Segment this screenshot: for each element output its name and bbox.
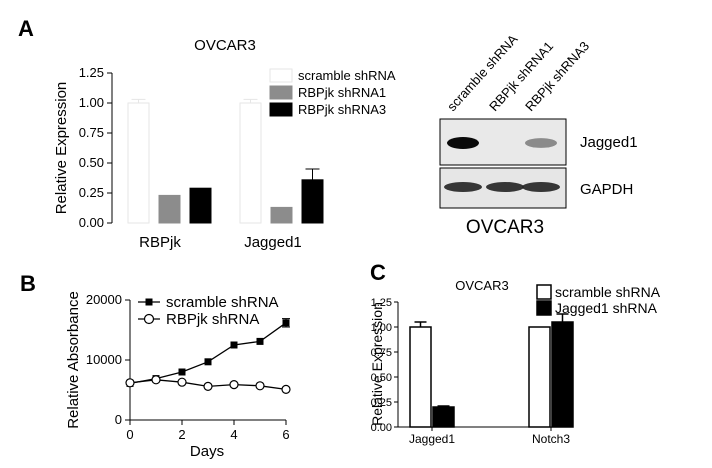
chart-a-y-tick-label: 0.25 [79,185,104,200]
chart-b-point [281,384,291,394]
chart-a-bar [270,206,293,224]
chart-a-legend-label: RBPjk shRNA3 [298,102,386,117]
chart-c-y-tick-label: 1.25 [371,297,392,309]
chart-b-x-tick-label: 4 [230,427,237,442]
chart-a-y-axis-label: Relative Expression [53,82,70,215]
panel-label-b: B [20,271,36,296]
blot-lane-label: RBPjk shRNA3 [522,38,592,114]
chart-c-legend-swatch [536,300,552,316]
chart-c-bar [551,321,574,428]
chart-b-point [177,377,187,387]
chart-a-y-tick-label: 1.00 [79,95,104,110]
chart-b-x-tick-label: 2 [178,427,185,442]
chart-b-point [178,368,186,376]
chart-a-bar [239,102,262,224]
chart-c-y-tick-label: 1.00 [371,322,392,334]
blot-band-jagged1 [447,137,479,149]
chart-b-y-axis-label: Relative Absorbance [65,291,82,429]
chart-a-y-tick-label: 0.50 [79,155,104,170]
chart-b-point [255,381,265,391]
chart-a-legend-swatch [269,68,293,83]
chart-c-y-tick-label: 0.00 [371,422,392,434]
chart-a-bar [301,179,324,224]
chart-b-point [151,375,161,385]
chart-c-legend-label: scramble shRNA [555,284,661,300]
chart-b-point [256,337,264,345]
chart-b-point [229,380,239,390]
chart-a-legend-label: RBPjk shRNA1 [298,85,386,100]
chart-b-x-tick-label: 6 [282,427,289,442]
chart-c-y-axis-label: Relative Expression [369,302,385,426]
blot-band-label-jagged1: Jagged1 [580,134,638,151]
chart-a-bar [127,102,150,224]
chart-c-bar [409,326,432,428]
chart-c-title: OVCAR3 [455,278,508,293]
blot-lane-label: scramble shRNA [444,31,521,114]
chart-a-legend-swatch [269,102,293,117]
chart-c-bar [528,326,551,428]
chart-a-bar [158,194,181,224]
chart-b-point [282,319,290,327]
blot-band-jagged1 [525,138,557,148]
chart-a-title: OVCAR3 [194,37,256,54]
chart-b-point [230,341,238,349]
chart-a-x-tick-label: RBPjk [139,234,181,251]
chart-c-y-tick-label: 0.25 [371,397,392,409]
chart-b-legend-marker [143,313,155,325]
chart-b-y-tick-label: 10000 [86,352,122,367]
blot-band-gapdh [444,182,482,192]
blot-band-gapdh [486,182,524,192]
chart-a-y-tick-label: 0.75 [79,125,104,140]
chart-c-y-tick-label: 0.75 [371,347,392,359]
chart-b-legend-marker [145,298,153,306]
chart-b-series-line [129,322,287,385]
chart-b-y-tick-label: 0 [115,412,122,427]
chart-c-bar [432,406,455,428]
chart-c-bar: OVCAR3 Relative Expression 0.00 0.25 0.50 0… [369,278,661,446]
chart-b-point [204,358,212,366]
panel-label-a: A [18,16,34,41]
chart-b-y-tick-label: 20000 [86,292,122,307]
chart-b-line: Relative Absorbance Days 0 10000 20000 0 2 4 6… [65,291,291,460]
chart-c-legend-label: Jagged1 shRNA [555,300,658,316]
chart-b-x-tick-label: 0 [126,427,133,442]
chart-a-x-tick-label: Jagged1 [244,234,302,251]
chart-c-x-tick-label: Jagged1 [409,432,455,446]
chart-a-bar [189,187,212,224]
chart-a-bar: OVCAR3 Relative Expression 0.00 0.25 0.50 0… [53,37,396,251]
chart-c-y-tick-label: 0.50 [371,372,392,384]
blot-band-label-gapdh: GAPDH [580,181,633,198]
blot-caption: OVCAR3 [466,217,544,238]
chart-a-legend-label: scramble shRNA [298,68,396,83]
panel-label-c: C [370,260,386,285]
chart-b-legend-label: scramble shRNA [166,294,279,311]
chart-c-x-tick-label: Notch3 [532,432,570,446]
chart-b-point [203,381,213,391]
chart-b-x-axis-label: Days [190,443,224,460]
chart-a-legend-swatch [269,85,293,100]
chart-a-y-tick-label: 1.25 [79,65,104,80]
chart-b-point [125,378,135,388]
chart-a-y-tick-label: 0.00 [79,215,104,230]
blot-band-gapdh [522,182,560,192]
chart-b-legend-label: RBPjk shRNA [166,311,259,328]
chart-c-legend-swatch [536,284,552,300]
